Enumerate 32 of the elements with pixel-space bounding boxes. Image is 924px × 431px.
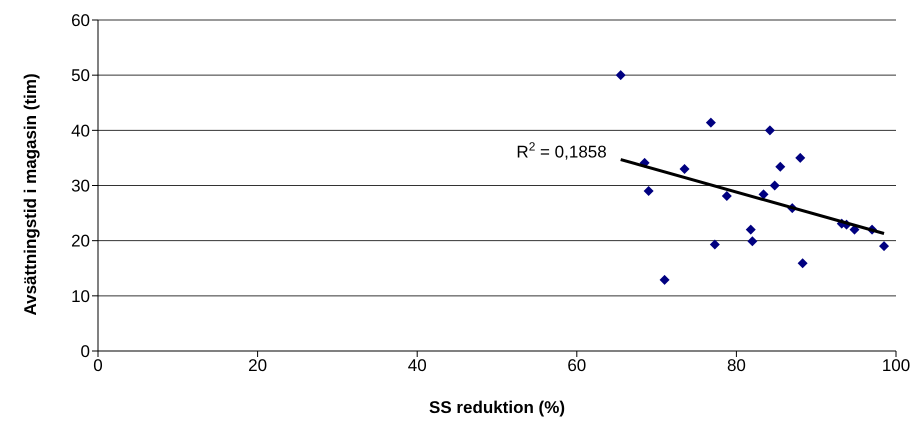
y-tick-label: 30 <box>71 176 90 196</box>
point <box>798 258 808 268</box>
y-tick-label: 10 <box>71 286 90 306</box>
point <box>879 241 890 252</box>
x-tick-label: 60 <box>567 356 586 376</box>
y-tick-label: 0 <box>80 342 90 362</box>
x-axis-title: SS reduktion (%) <box>428 398 566 417</box>
point <box>747 236 758 246</box>
point <box>644 186 654 196</box>
x-tick-label: 40 <box>408 356 427 376</box>
point <box>758 189 769 200</box>
point <box>722 190 732 201</box>
y-axis-title: Avsättningstid i magasin (tim) <box>21 73 40 316</box>
point <box>775 162 786 172</box>
point <box>710 240 720 250</box>
point <box>770 180 780 190</box>
x-tick-label: 80 <box>726 356 746 376</box>
x-tick-label: 20 <box>248 356 268 376</box>
point <box>660 274 670 285</box>
point <box>616 70 626 80</box>
y-tick-label: 40 <box>71 121 90 140</box>
y-tick-label: 60 <box>71 11 90 30</box>
point <box>680 164 690 174</box>
x-tick-label: 0 <box>93 356 103 376</box>
x-tick-label: 100 <box>882 356 910 376</box>
y-tick-label: 50 <box>71 66 90 86</box>
y-tick-label: 20 <box>71 232 90 251</box>
point <box>746 224 756 235</box>
point <box>795 152 806 163</box>
annotation: R$^{2}$ = 0,1858 <box>516 140 607 162</box>
point <box>706 118 716 128</box>
point <box>764 125 775 136</box>
